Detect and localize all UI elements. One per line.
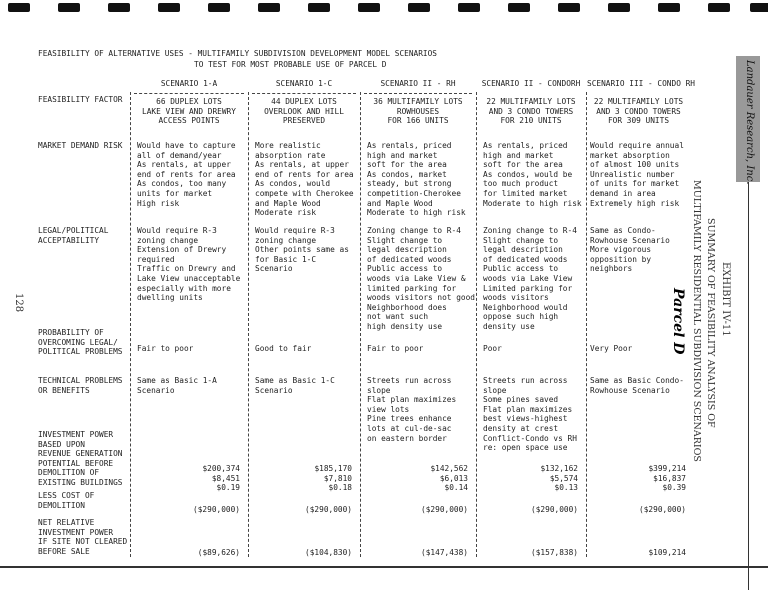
- exhibit-number: EXHIBIT IV-11: [720, 262, 731, 337]
- header-rule: [364, 93, 472, 94]
- factor-net: NET RELATIVE INVESTMENT POWER IF SITE NO…: [38, 518, 128, 556]
- technical-cell: Same as Basic 1-C Scenario: [255, 376, 335, 395]
- probability-cell: Good to fair: [255, 344, 312, 353]
- factor-header: FEASIBILITY FACTOR: [38, 95, 123, 104]
- demolition-cost-cell: ($290,000): [531, 505, 578, 514]
- scenario-name: SCENARIO 1-A: [160, 79, 218, 88]
- film-hole: [208, 3, 230, 12]
- page-number: 128: [13, 293, 24, 313]
- factor-technical: TECHNICAL PROBLEMS OR BENEFITS: [38, 376, 123, 395]
- scenario-name: SCENARIO II - CONDORH: [481, 79, 581, 88]
- column-divider: [476, 92, 477, 557]
- film-hole: [608, 3, 630, 12]
- legal-cell: Same as Condo- Rowhouse Scenario More vi…: [590, 226, 670, 274]
- factor-market: MARKET DEMAND RISK: [38, 141, 123, 150]
- column-divider: [586, 92, 587, 557]
- header-rule: [134, 93, 244, 94]
- investment-cell: $142,562 $6,013 $0.14: [430, 464, 468, 493]
- scenario-description: 22 MULTIFAMILY LOTS AND 3 CONDO TOWERS F…: [486, 97, 576, 126]
- film-hole: [508, 3, 530, 12]
- probability-cell: Fair to poor: [367, 344, 424, 353]
- exhibit-title-1: SUMMARY OF FEASIBILITY ANALYSIS OF: [705, 218, 716, 428]
- market-demand-cell: As rentals, priced high and market soft …: [367, 141, 466, 218]
- net-investment-cell: ($147,438): [421, 548, 468, 557]
- column-divider: [360, 92, 361, 557]
- film-hole: [558, 3, 580, 12]
- market-demand-cell: Would have to capture all of demand/year…: [137, 141, 236, 208]
- film-hole: [708, 3, 730, 12]
- legal-cell: Would require R-3 zoning change Extensio…: [137, 226, 241, 303]
- probability-cell: Very Poor: [590, 344, 633, 353]
- film-hole: [108, 3, 130, 12]
- film-hole: [358, 3, 380, 12]
- factor-probability: PROBABILITY OF OVERCOMING LEGAL/ POLITIC…: [38, 328, 123, 357]
- film-hole: [458, 3, 480, 12]
- market-demand-cell: Would require annual market absorption o…: [590, 141, 684, 208]
- exhibit-title-2: MULTIFAMILY RESIDENTIAL SUBDIVISION SCEN…: [691, 180, 702, 462]
- logo-text: Landauer Research, Inc.: [744, 60, 755, 185]
- film-hole: [658, 3, 680, 12]
- scenario-name: SCENARIO II - RH: [380, 79, 456, 88]
- legal-cell: Zoning change to R-4 Slight change to le…: [367, 226, 475, 331]
- technical-cell: Same as Basic 1-A Scenario: [137, 376, 217, 395]
- market-demand-cell: More realistic absorption rate As rental…: [255, 141, 354, 218]
- demolition-cost-cell: ($290,000): [421, 505, 468, 514]
- scenario-description: 66 DUPLEX LOTS LAKE VIEW AND DREWRY ACCE…: [142, 97, 236, 126]
- market-demand-cell: As rentals, priced high and market soft …: [483, 141, 582, 208]
- title-line-2: TO TEST FOR MOST PROBABLE USE OF PARCEL …: [194, 60, 387, 69]
- probability-cell: Poor: [483, 344, 502, 353]
- net-investment-cell: ($89,626): [197, 548, 240, 557]
- demolition-cost-cell: ($290,000): [193, 505, 240, 514]
- scenario-name: SCENARIO 1-C: [275, 79, 333, 88]
- title-line-1: FEASIBILITY OF ALTERNATIVE USES - MULTIF…: [38, 49, 438, 58]
- investment-cell: $132,162 $5,574 $0.13: [540, 464, 578, 493]
- investment-cell: $185,170 $7,810 $0.18: [314, 464, 352, 493]
- net-investment-cell: ($104,830): [305, 548, 352, 557]
- handwritten-note: Parcel D: [670, 288, 686, 355]
- net-investment-cell: ($157,838): [531, 548, 578, 557]
- factor-legal: LEGAL/POLITICAL ACCEPTABILITY: [38, 226, 109, 245]
- logo: Landauer Research, Inc.: [736, 56, 760, 185]
- investment-cell: $200,374 $8,451 $0.19: [202, 464, 240, 493]
- investment-cell: $399,214 $16,837 $0.39: [648, 464, 686, 493]
- header-rule: [252, 93, 356, 94]
- scenario-description: 44 DUPLEX LOTS OVERLOOK AND HILL PRESERV…: [264, 97, 344, 126]
- film-hole: [750, 3, 768, 12]
- right-rule: [748, 182, 749, 590]
- demolition-cost-cell: ($290,000): [639, 505, 686, 514]
- column-divider: [130, 92, 131, 557]
- probability-cell: Fair to poor: [137, 344, 194, 353]
- film-hole: [158, 3, 180, 12]
- scenario-name: SCENARIO III - CONDO RH: [587, 79, 695, 88]
- column-divider: [248, 92, 249, 557]
- legal-cell: Zoning change to R-4 Slight change to le…: [483, 226, 577, 331]
- technical-cell: Streets run across slope Some pines save…: [483, 376, 577, 453]
- technical-cell: Same as Basic Condo- Rowhouse Scenario: [590, 376, 684, 395]
- factor-demolition: LESS COST OF DEMOLITION: [38, 491, 95, 510]
- film-hole: [58, 3, 80, 12]
- factor-investment: INVESTMENT POWER BASED UPON REVENUE GENE…: [38, 430, 123, 487]
- film-hole: [8, 3, 30, 12]
- film-hole: [308, 3, 330, 12]
- film-hole: [258, 3, 280, 12]
- scenario-description: 22 MULTIFAMILY LOTS AND 3 CONDO TOWERS F…: [593, 97, 684, 126]
- bottom-rule: [0, 566, 768, 568]
- scenario-description: 36 MULTIFAMILY LOTS ROWHOUSES FOR 166 UN…: [373, 97, 463, 126]
- demolition-cost-cell: ($290,000): [305, 505, 352, 514]
- net-investment-cell: $109,214: [648, 548, 686, 557]
- legal-cell: Would require R-3 zoning change Other po…: [255, 226, 349, 274]
- technical-cell: Streets run across slope Flat plan maxim…: [367, 376, 457, 443]
- film-hole: [408, 3, 430, 12]
